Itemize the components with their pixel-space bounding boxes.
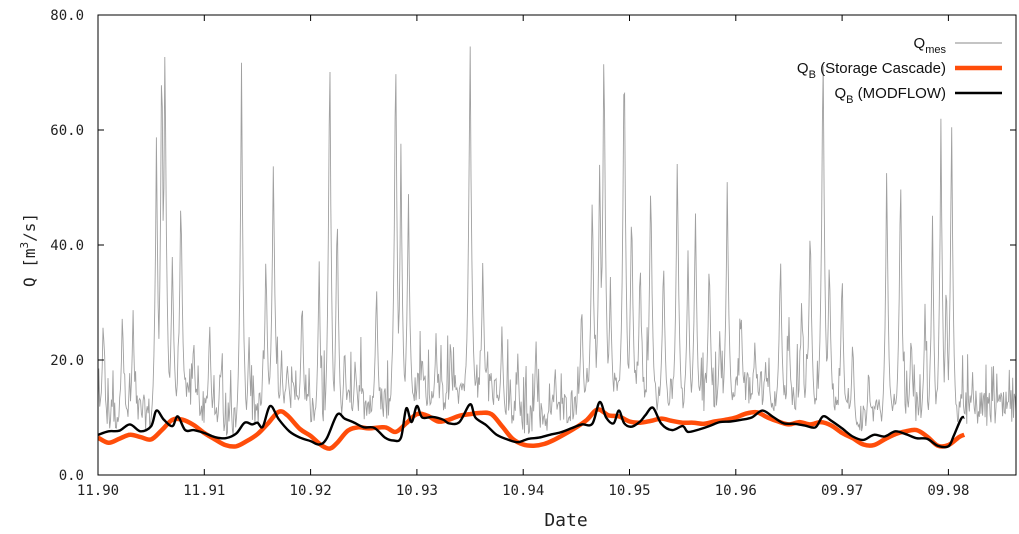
y-tick-label: 40.0 <box>50 238 84 254</box>
legend-label-main: Q <box>797 60 809 77</box>
x-tick-label: 10.95 <box>608 483 650 499</box>
legend-label-tail: (Storage Cascade) <box>816 60 946 77</box>
legend-label-subscript: mes <box>925 44 946 56</box>
series-qb-modflow-line <box>98 400 965 449</box>
ticks: 0.0 20.0 40.0 60.0 80.0 11.90 11.91 10.92 10.93 1… <box>50 8 1016 499</box>
legend-label-subscript: B <box>809 69 816 81</box>
y-tick-label: 80.0 <box>50 8 84 24</box>
legend-label: QB (Storage Cascade) <box>797 60 946 81</box>
y-axis-label-superscript: 3 <box>18 242 31 249</box>
x-tick-label: 09.98 <box>927 483 969 499</box>
x-tick-label: 11.90 <box>77 483 119 499</box>
x-tick-label: 10.93 <box>396 483 438 499</box>
legend-label-subscript: B <box>846 94 853 106</box>
y-tick-label: 60.0 <box>50 123 84 139</box>
legend-label: Qmes <box>914 35 947 56</box>
x-tick-label: 09.97 <box>821 483 863 499</box>
y-axis-label: Q [m3/s] <box>18 213 39 287</box>
series-layer <box>98 46 1016 451</box>
legend-label: QB (MODFLOW) <box>835 85 947 106</box>
y-tick-label: 20.0 <box>50 353 84 369</box>
legend-label-main: Q <box>914 35 926 52</box>
x-tick-label: 10.92 <box>290 483 332 499</box>
series-qb-storage-cascade-line <box>98 407 966 451</box>
y-tick-label: 0.0 <box>59 468 84 484</box>
y-axis-label-tail: /s] <box>20 213 39 242</box>
x-tick-label: 10.94 <box>502 483 544 499</box>
x-axis-label: Date <box>544 510 587 531</box>
x-tick-label: 10.96 <box>715 483 757 499</box>
legend-label-tail: (MODFLOW) <box>854 85 946 102</box>
x-tick-label: 11.91 <box>183 483 225 499</box>
series-qmes-line <box>98 46 1016 436</box>
legend-label-main: Q <box>835 85 847 102</box>
